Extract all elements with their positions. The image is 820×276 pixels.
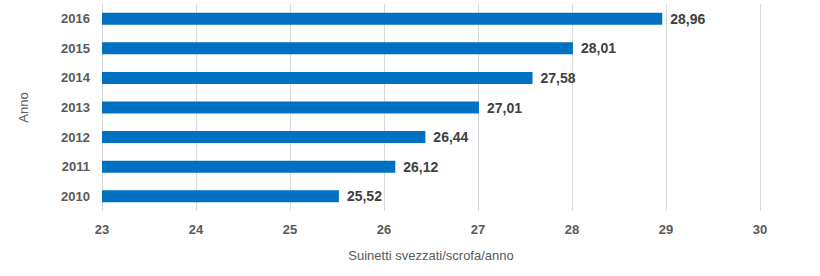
svg-text:26: 26 bbox=[377, 222, 391, 237]
svg-text:28,01: 28,01 bbox=[581, 40, 616, 56]
svg-text:28,96: 28,96 bbox=[670, 11, 705, 27]
svg-text:30: 30 bbox=[753, 222, 767, 237]
svg-text:2011: 2011 bbox=[62, 159, 90, 174]
svg-text:29: 29 bbox=[659, 222, 673, 237]
svg-text:2015: 2015 bbox=[61, 41, 90, 56]
svg-text:25,52: 25,52 bbox=[347, 188, 382, 204]
svg-text:27,58: 27,58 bbox=[541, 70, 576, 86]
svg-text:27: 27 bbox=[471, 222, 485, 237]
svg-text:26,12: 26,12 bbox=[403, 159, 438, 175]
svg-text:2010: 2010 bbox=[61, 189, 90, 204]
svg-text:2012: 2012 bbox=[61, 130, 90, 145]
svg-text:25: 25 bbox=[283, 222, 297, 237]
svg-text:26,44: 26,44 bbox=[433, 129, 468, 145]
svg-text:Suinetti svezzati/scrofa/anno: Suinetti svezzati/scrofa/anno bbox=[348, 248, 513, 263]
svg-text:23: 23 bbox=[95, 222, 109, 237]
svg-text:Anno: Anno bbox=[16, 92, 31, 122]
svg-text:2013: 2013 bbox=[61, 100, 90, 115]
svg-text:2016: 2016 bbox=[61, 11, 90, 26]
svg-text:27,01: 27,01 bbox=[487, 100, 522, 116]
svg-text:28: 28 bbox=[565, 222, 579, 237]
svg-text:2014: 2014 bbox=[61, 70, 91, 85]
svg-text:24: 24 bbox=[189, 222, 204, 237]
